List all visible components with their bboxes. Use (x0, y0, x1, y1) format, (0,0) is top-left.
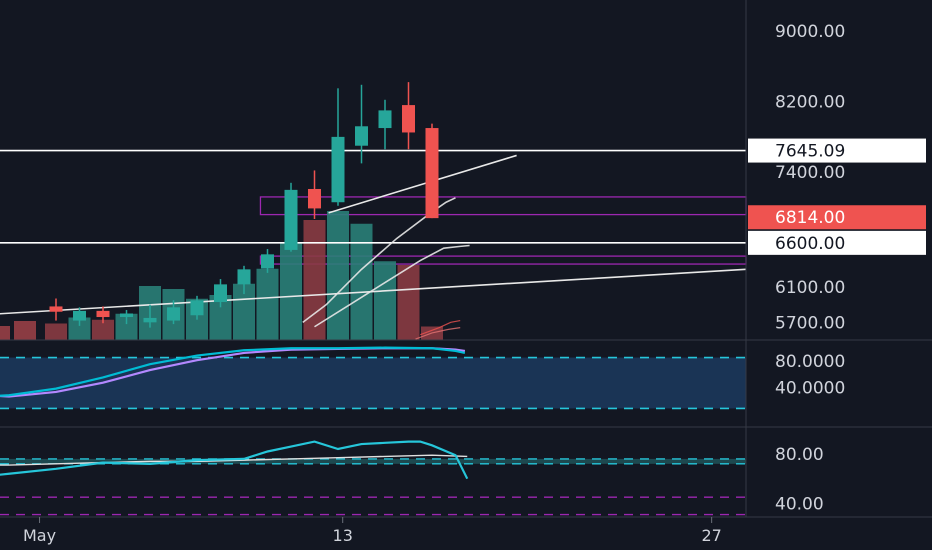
time-tick-label: May (23, 526, 56, 545)
candle-body (261, 254, 274, 269)
rsi-line (0, 440, 469, 480)
volume-bar (397, 265, 420, 340)
volume-bar (45, 323, 67, 340)
price-tag-box (748, 138, 926, 163)
price-tick-label: 8200.00 (775, 93, 845, 113)
price-tick-label: 5700.00 (775, 313, 845, 333)
candle-body (237, 269, 251, 285)
volume-bar (374, 261, 396, 340)
horizontal-levels (0, 149, 746, 244)
candle-body (425, 128, 439, 219)
candle-body (73, 310, 86, 321)
moving-average-line (302, 197, 456, 323)
candle-body (96, 310, 110, 318)
rsi-band (0, 458, 746, 516)
stochastic-band-fill (0, 357, 746, 409)
rsi-tick-label: 80.00 (775, 445, 824, 465)
volume-bar (233, 283, 255, 340)
volume-bar (0, 326, 10, 340)
trend-line (328, 154, 517, 214)
price-pane[interactable] (0, 82, 747, 340)
volume-bar (256, 268, 279, 340)
price-tag-box (748, 205, 926, 230)
price-tag-label: 7645.09 (775, 142, 845, 162)
volume-bar (115, 313, 138, 340)
moving-average-line (314, 244, 470, 328)
stochastic-k-line (0, 346, 466, 397)
volume-bar (92, 319, 114, 340)
price-axis[interactable]: 9000.00 8200.00 7400.00 6100.00 5700.00 80.00… (775, 22, 845, 514)
price-tag-box (748, 230, 926, 255)
volume-bar (280, 242, 302, 340)
candle-body (284, 189, 298, 250)
candle-body (308, 188, 321, 209)
moving-average-line (415, 327, 461, 340)
volume-bar (350, 223, 373, 340)
candle-body (355, 126, 368, 146)
candle-body (120, 313, 133, 318)
rsi-pane[interactable] (0, 440, 746, 516)
volume-bar (209, 295, 232, 340)
price-tags: 7645.09 6814.00 6600.00 (748, 138, 926, 255)
rsi-ma-line (0, 454, 468, 466)
price-tag-label: 6814.00 (775, 208, 845, 228)
volume-bar (68, 317, 91, 340)
price-tag-label: 6600.00 (775, 234, 845, 254)
moving-average-line (420, 319, 461, 336)
rsi-tick-label: 40.00 (775, 494, 824, 514)
price-tick-label: 9000.00 (775, 22, 845, 42)
candle-body (190, 300, 204, 316)
candles (49, 82, 439, 328)
candle-body (402, 105, 415, 133)
moving-averages (302, 197, 470, 340)
price-tick-label: 7400.00 (775, 163, 845, 183)
stochastic-tick-label: 80.0000 (775, 352, 845, 372)
volume-bar (327, 211, 349, 340)
candle-body (49, 306, 63, 312)
stochastic-pane[interactable] (0, 346, 746, 410)
volume-bar (14, 321, 36, 340)
rsi-lines (0, 440, 469, 480)
candle-body (378, 110, 392, 129)
time-axis[interactable]: May 13 27 (23, 517, 722, 545)
price-tick-label: 6100.00 (775, 278, 845, 298)
candle-body (214, 284, 227, 303)
time-tick-label: 13 (333, 526, 353, 545)
rsi-band-fill (0, 458, 746, 464)
time-tick-label: 27 (701, 526, 721, 545)
stochastic-tick-label: 40.0000 (775, 378, 845, 398)
candle-body (143, 317, 157, 323)
stochastic-band (0, 356, 746, 410)
stochastic-lines (0, 346, 466, 398)
candle-body (331, 136, 345, 203)
candle-body (167, 307, 180, 321)
